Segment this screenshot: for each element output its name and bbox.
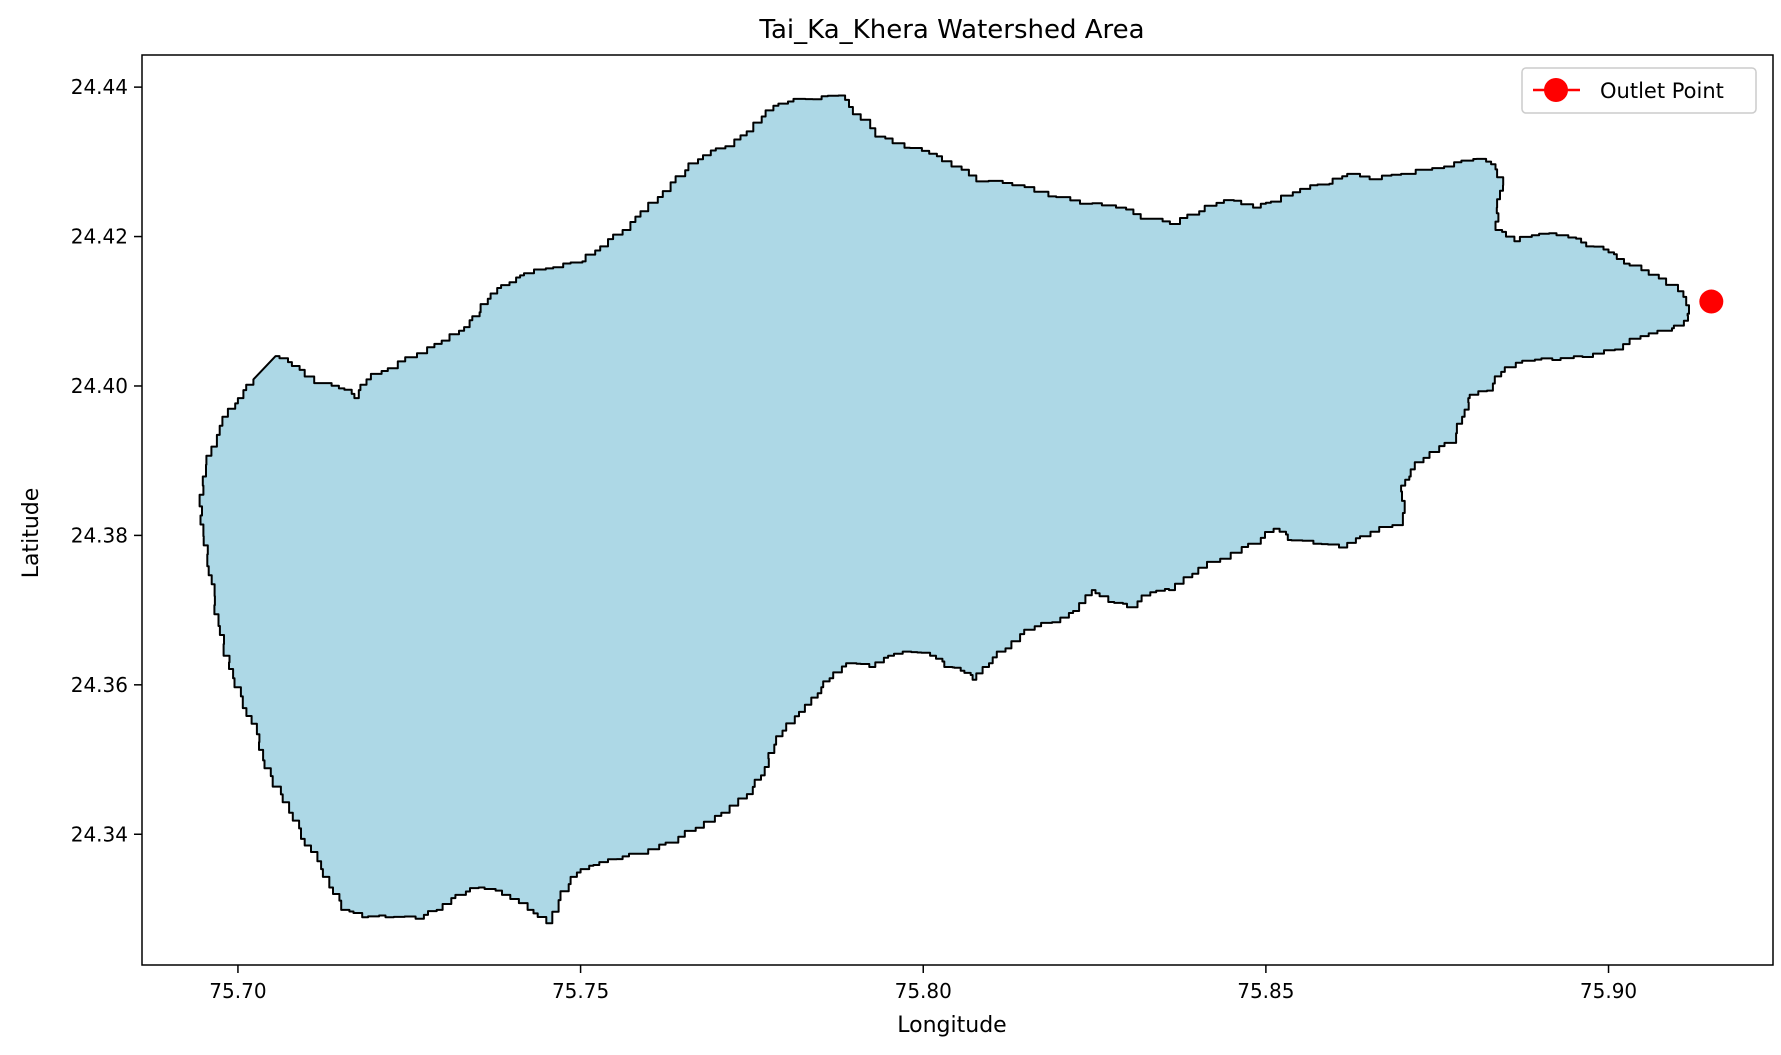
legend: Outlet Point (1521, 67, 1757, 114)
y-tick-label: 24.38 (71, 523, 128, 547)
x-tick-label: 75.70 (209, 979, 266, 1003)
y-axis: 24.34 24.36 24.38 24.40 24.42 24.44 (71, 75, 142, 846)
plot-frame (141, 54, 1774, 966)
y-tick-label: 24.42 (71, 225, 128, 249)
y-tick-label: 24.44 (71, 75, 128, 99)
y-tick-label: 24.34 (71, 822, 128, 846)
plot-area (141, 54, 1774, 966)
chart-title: Tai_Ka_Khera Watershed Area (758, 15, 1144, 45)
outlet-point-marker (1699, 289, 1724, 314)
x-axis: 75.70 75.75 75.80 75.85 75.90 (209, 965, 1637, 1003)
y-axis-label: Latitude (19, 488, 44, 579)
x-axis-label: Longitude (897, 1013, 1006, 1038)
x-tick-label: 75.90 (1580, 979, 1637, 1003)
y-tick-label: 24.36 (71, 673, 128, 697)
watershed-polygon (198, 94, 1690, 925)
x-tick-label: 75.85 (1237, 979, 1294, 1003)
x-tick-label: 75.80 (895, 979, 952, 1003)
legend-box (1521, 67, 1757, 114)
y-tick-label: 24.40 (71, 374, 128, 398)
legend-marker (1544, 78, 1568, 102)
legend-label-outlet-point: Outlet Point (1600, 79, 1724, 103)
x-tick-label: 75.75 (552, 979, 609, 1003)
